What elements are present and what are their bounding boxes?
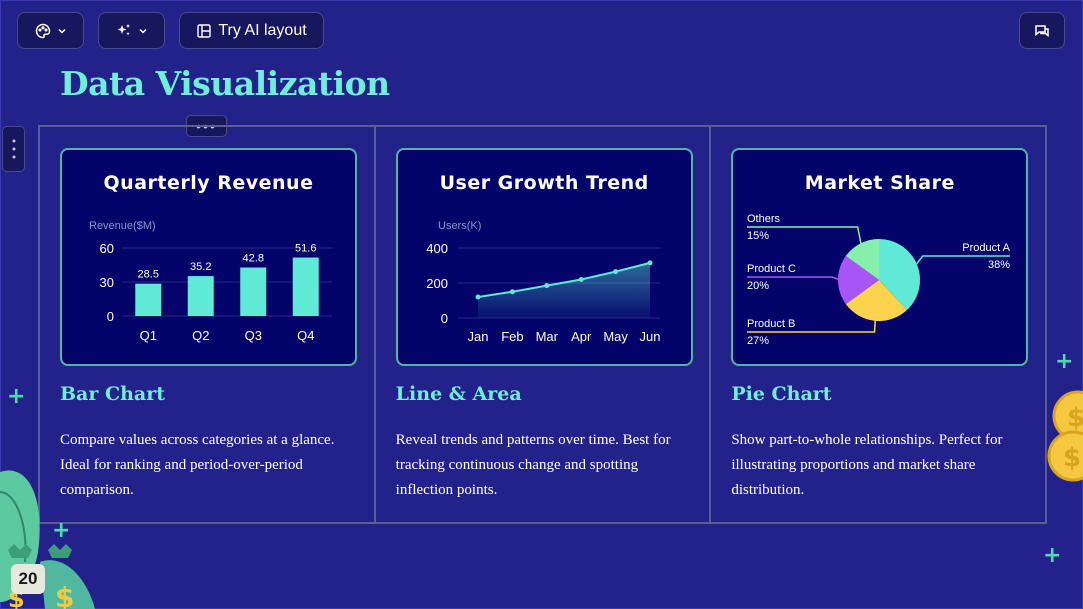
- slice-name-label: Product C: [747, 263, 796, 275]
- bar: [135, 283, 162, 316]
- palette-icon: [35, 23, 50, 38]
- tick-label: 200: [426, 276, 448, 291]
- column-line-chart[interactable]: User Growth Trend Users(K) 0 200 400 Jan Feb M…: [376, 127, 712, 522]
- tick-label: May: [603, 329, 628, 344]
- data-point: [543, 283, 549, 289]
- series-line: [477, 261, 650, 298]
- sparkle-plus-icon: +: [1043, 543, 1062, 568]
- column-description[interactable]: Compare values across categories at a gl…: [60, 432, 335, 498]
- svg-text:$: $: [1067, 403, 1083, 433]
- svg-text:$: $: [55, 581, 74, 609]
- tick-label: 0: [440, 311, 447, 326]
- pie-slice: [846, 239, 880, 280]
- chart-card-line[interactable]: User Growth Trend Users(K) 0 200 400 Jan Feb M…: [395, 148, 693, 366]
- bar-chart: Revenue($M) 0 30 60 28.5 Q1 35.2 Q2 42.8 Q3 51.6 Q4: [89, 220, 332, 343]
- column-description[interactable]: Show part-to-whole relationships. Perfec…: [731, 432, 1003, 498]
- tick-label: Mar: [535, 329, 558, 344]
- axis-label: Users(K): [438, 220, 481, 232]
- chart-card-pie[interactable]: Market Share Product A 38% Product B 27% Pro…: [731, 148, 1029, 366]
- slide-drag-handle[interactable]: [2, 126, 25, 172]
- pie-slice: [838, 255, 880, 305]
- tick-label: Q3: [245, 328, 262, 343]
- chevron-down-icon: [138, 28, 147, 34]
- tick-label: 30: [100, 275, 114, 290]
- tick-label: Q4: [297, 328, 314, 343]
- column-pie-chart[interactable]: Market Share Product A 38% Product B 27% Pro…: [711, 127, 1045, 522]
- slice-value-label: 15%: [747, 230, 769, 242]
- chevron-down-icon: [57, 28, 66, 34]
- column-bar-chart[interactable]: Quarterly Revenue Revenue($M) 0 30 60 28.5 Q1…: [40, 127, 376, 522]
- bar: [292, 257, 319, 316]
- tick-label: Feb: [501, 329, 523, 344]
- page-number-badge: 20: [11, 564, 45, 594]
- add-block-plus-icon[interactable]: +: [1055, 349, 1074, 374]
- column-heading[interactable]: Pie Chart: [731, 383, 832, 405]
- slice-name-label: Product B: [747, 318, 795, 330]
- tick-label: 400: [426, 241, 448, 256]
- leader-line: [747, 226, 863, 246]
- tick-label: Q2: [192, 328, 209, 343]
- pie-chart: Product A 38% Product B 27% Product C 20% Othe…: [747, 213, 1011, 347]
- leader-line: [747, 276, 841, 281]
- column-heading[interactable]: Bar Chart: [60, 383, 166, 405]
- svg-text:$: $: [1063, 443, 1081, 473]
- drag-dots-icon: [12, 139, 15, 159]
- data-point: [578, 277, 584, 282]
- coins-illustration: $ $: [1047, 390, 1083, 482]
- pie-slice: [879, 239, 921, 310]
- column-description[interactable]: Reveal trends and patterns over time. Be…: [395, 432, 671, 498]
- try-ai-layout-label: Try AI layout: [218, 21, 307, 39]
- tick-label: 0: [107, 309, 114, 324]
- data-point: [647, 260, 653, 266]
- comments-button[interactable]: [1019, 12, 1065, 49]
- pie-slice: [846, 280, 908, 321]
- try-ai-layout-button[interactable]: Try AI layout: [179, 12, 324, 49]
- leader-line: [747, 318, 877, 333]
- slice-value-label: 20%: [747, 280, 769, 292]
- tick-label: 60: [100, 241, 114, 256]
- data-label: 42.8: [243, 252, 264, 264]
- card-title: Quarterly Revenue: [103, 172, 314, 194]
- slice-name-label: Others: [747, 213, 781, 225]
- comment-icon: [1035, 24, 1049, 37]
- sparkle-icon: [117, 23, 130, 35]
- sparkle-plus-icon: +: [52, 518, 71, 543]
- bar: [187, 276, 214, 316]
- data-label: 28.5: [138, 269, 159, 281]
- tick-label: Jun: [639, 329, 660, 344]
- leader-line: [915, 255, 1011, 267]
- slide-title[interactable]: Data Visualization: [60, 64, 390, 103]
- data-label: 35.2: [190, 261, 211, 273]
- slice-name-label: Product A: [963, 242, 1011, 254]
- column-heading[interactable]: Line & Area: [395, 383, 522, 405]
- slice-value-label: 38%: [988, 259, 1010, 271]
- data-label: 51.6: [295, 243, 316, 255]
- data-point: [612, 269, 618, 275]
- bar: [240, 267, 267, 316]
- chart-card-bar[interactable]: Quarterly Revenue Revenue($M) 0 30 60 28.5 Q1…: [60, 148, 357, 366]
- slice-value-label: 27%: [747, 335, 769, 347]
- theme-button[interactable]: [17, 12, 84, 49]
- axis-label: Revenue($M): [89, 220, 156, 232]
- layout-icon: [197, 23, 212, 38]
- chart-columns-grid: Quarterly Revenue Revenue($M) 0 30 60 28.5 Q1…: [38, 125, 1047, 524]
- card-title: User Growth Trend: [439, 172, 649, 194]
- tick-label: Jan: [467, 329, 488, 344]
- data-point: [475, 294, 481, 300]
- area-fill: [477, 262, 650, 318]
- tick-label: Q1: [140, 328, 157, 343]
- ai-magic-button[interactable]: [98, 12, 165, 49]
- line-area-chart: Users(K) 0 200 400 Jan Feb Mar Apr May Jun: [426, 220, 660, 344]
- add-block-plus-icon[interactable]: +: [7, 384, 26, 409]
- tick-label: Apr: [571, 329, 592, 344]
- card-title: Market Share: [804, 172, 955, 194]
- data-point: [509, 289, 515, 295]
